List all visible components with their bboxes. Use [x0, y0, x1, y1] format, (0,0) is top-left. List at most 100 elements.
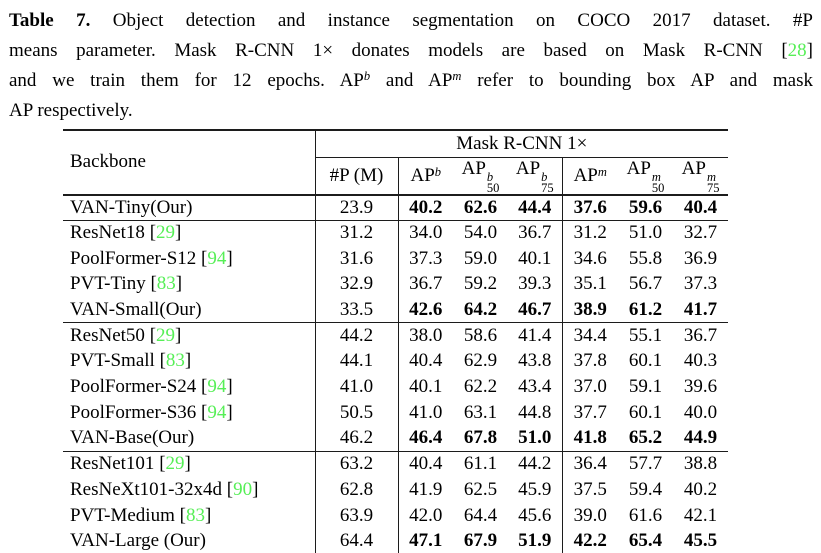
backbone-cell: PVT-Tiny [83] [70, 273, 183, 295]
caption-text: ] [806, 40, 813, 61]
citation-link[interactable]: 94 [207, 376, 227, 398]
params-cell: 44.2 [314, 322, 398, 349]
citation-link[interactable]: 83 [156, 273, 176, 295]
backbone-cell: VAN-Large (Our) [63, 528, 315, 553]
backbone-name: VAN-Small(Our) [70, 298, 202, 320]
citation-link[interactable]: 29 [165, 453, 185, 475]
table-row: PoolFormer-S36 [94] 50.5 41.0 63.1 44.8 37.7 6… [63, 400, 728, 426]
mask-rcnn-span-header: Mask R-CNN 1× [315, 130, 729, 158]
metric-cell: 61.1 [463, 453, 498, 475]
backbone-cell: PoolFormer-S24 [94] [70, 376, 233, 398]
metric-cell: 57.7 [628, 453, 663, 475]
params-cell: 63.2 [314, 451, 398, 478]
metric-cell: 31.2 [561, 220, 618, 246]
metric-cell: 35.1 [561, 271, 618, 298]
metric-cell: 38.0 [397, 322, 453, 349]
metric-cell: 61.2 [618, 297, 673, 324]
backbone-name: PVT-Medium [70, 504, 175, 526]
metric-cell: 40.1 [397, 374, 453, 400]
backbone-cell: ResNet50 [29] [70, 325, 182, 347]
supsub-script: b 50 [486, 169, 500, 195]
superscript: b [486, 169, 494, 184]
metric-header: AP b 75 [508, 157, 562, 196]
metric-cell: 39.3 [518, 273, 552, 295]
params-cell: 31.2 [314, 220, 398, 246]
params-cell: 63.9 [314, 502, 398, 529]
metric-cell: 45.5 [673, 528, 729, 553]
metric-cell: 60.1 [628, 350, 663, 372]
backbone-name: ResNet101 [70, 453, 155, 475]
params-cell: 41.0 [314, 374, 398, 400]
metric-cell: 39.0 [561, 502, 618, 529]
table-row: ResNet50 [29] 44.2 38.0 58.6 41.4 34.4 55.1 36.… [63, 322, 728, 349]
caption-text: AP respectively. [9, 100, 133, 121]
metric-cell: 51.0 [508, 425, 562, 452]
metric-cell: 47.1 [397, 528, 453, 553]
params-cell: 64.4 [314, 528, 398, 553]
citation-link[interactable]: 90 [233, 478, 253, 500]
caption-text: m [452, 69, 462, 83]
superscript: m [706, 169, 716, 184]
metric-cell: 41.0 [397, 400, 453, 426]
citation-link[interactable]: 29 [156, 325, 176, 347]
subscript: 75 [706, 180, 720, 195]
backbone-name: ResNeXt101-32x4d [70, 478, 222, 500]
metric-cell: 51.0 [628, 222, 663, 244]
caption-line: and we train them for 12 epochs. APb and… [9, 66, 813, 96]
subscript: 75 [541, 180, 554, 195]
metric-cell: 36.7 [518, 222, 552, 244]
metric-cell: 41.4 [518, 325, 552, 347]
metric-cell: 59.4 [628, 478, 663, 500]
metric-cell: 40.0 [683, 401, 718, 423]
backbone-cell: PVT-Medium [83] [70, 504, 212, 526]
metric-cell: 40.4 [673, 194, 729, 221]
metric-cell: 40.2 [397, 194, 453, 221]
table-row: PoolFormer-S24 [94] 41.0 40.1 62.2 43.4 37.0 5… [63, 374, 728, 400]
table-row: ResNet101 [29] 63.2 40.4 61.1 44.2 36.4 57.7 38… [63, 451, 728, 478]
citation-link[interactable]: 83 [165, 350, 185, 372]
metric-cell: 59.1 [628, 376, 663, 398]
table-row: ResNeXt101-32x4d [90] 62.8 41.9 62.5 45.9 37.… [63, 477, 728, 503]
metric-cell: 37.3 [397, 245, 453, 272]
metric-header: APm [561, 157, 618, 196]
backbone-name: PoolFormer-S12 [70, 247, 197, 269]
results-table: Backbone Mask R-CNN 1× #P (M) APb AP b 50 AP b… [63, 129, 729, 553]
table-row: VAN-Small(Our) 33.5 42.6 64.2 46.7 38.9 61.2 41… [63, 297, 729, 324]
table-row: PVT-Tiny [83] 32.9 36.7 59.2 39.3 35.1 56.7 37.… [63, 271, 728, 298]
params-cell: 31.6 [314, 245, 398, 272]
backbone-cell: VAN-Small(Our) [63, 297, 315, 324]
citation-link[interactable]: 29 [156, 222, 176, 244]
metric-cell: 40.2 [683, 478, 718, 500]
citation-link[interactable]: 83 [185, 504, 205, 526]
citation-link[interactable]: 94 [207, 247, 227, 269]
params-cell: 23.9 [314, 194, 398, 221]
header-row-1: Backbone Mask R-CNN 1× [63, 130, 729, 196]
backbone-cell: PoolFormer-S12 [94] [70, 247, 233, 269]
metric-header: APb [397, 157, 453, 196]
header-row-2: #P (M) APb AP b 50 AP b 75 APm AP m 50 AP m 75 [63, 157, 729, 196]
subscript: 50 [486, 180, 500, 195]
metric-cell: 62.2 [463, 376, 498, 398]
table-caption: Table 7. Object detection and instance s… [0, 0, 821, 126]
citation-link[interactable]: 94 [207, 401, 227, 423]
metric-cell: 37.7 [561, 400, 618, 426]
backbone-cell: ResNeXt101-32x4d [90] [70, 478, 259, 500]
citation-link[interactable]: 28 [787, 40, 807, 61]
metric-cell: 46.4 [397, 425, 453, 452]
metric-cell: 34.0 [397, 220, 453, 246]
metric-cell: 34.6 [561, 245, 618, 272]
backbone-name: ResNet50 [70, 325, 145, 347]
metric-cell: 54.0 [463, 222, 498, 244]
metric-cell: 55.1 [628, 325, 663, 347]
metric-cell: 62.6 [453, 194, 508, 221]
backbone-name: PoolFormer-S24 [70, 376, 197, 398]
metric-cell: 37.8 [561, 348, 618, 375]
metric-header: AP m 75 [673, 157, 729, 196]
metric-cell: 42.0 [397, 502, 453, 529]
caption-text: refer to bounding box AP and mask [461, 70, 813, 91]
caption-text: Object detection and instance segmentati… [90, 10, 813, 31]
backbone-cell: ResNet18 [29] [70, 222, 182, 244]
backbone-name: ResNet18 [70, 222, 145, 244]
params-cell: 50.5 [314, 400, 398, 426]
